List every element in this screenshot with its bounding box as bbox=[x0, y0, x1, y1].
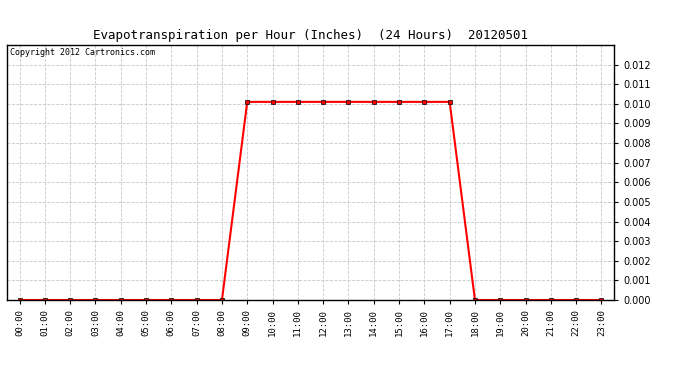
Title: Evapotranspiration per Hour (Inches)  (24 Hours)  20120501: Evapotranspiration per Hour (Inches) (24… bbox=[93, 30, 528, 42]
Text: Copyright 2012 Cartronics.com: Copyright 2012 Cartronics.com bbox=[10, 48, 155, 57]
